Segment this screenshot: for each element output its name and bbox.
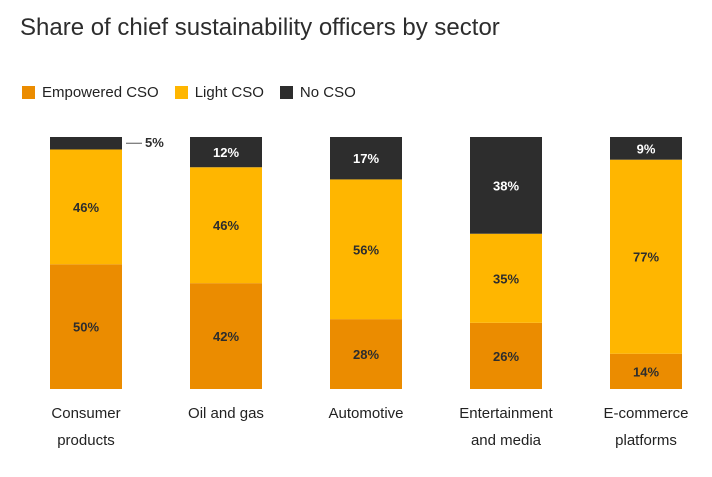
chart-title: Share of chief sustainability officers b… bbox=[20, 14, 500, 41]
data-label-consumer-products-no-cso: 5% bbox=[145, 135, 164, 150]
category-label-entertainment-and-media-line-2: and media bbox=[471, 432, 542, 449]
category-label-e-commerce-platforms-line-1: E-commerce bbox=[603, 405, 688, 422]
data-label-entertainment-and-media-light-cso: 35% bbox=[493, 271, 519, 286]
category-label-entertainment-and-media-line-1: Entertainment bbox=[459, 405, 553, 422]
data-label-oil-and-gas-light-cso: 46% bbox=[213, 218, 239, 233]
data-label-automotive-no-cso: 17% bbox=[353, 151, 379, 166]
legend-item-empowered-cso: Empowered CSO bbox=[22, 84, 159, 101]
data-label-e-commerce-platforms-light-cso: 77% bbox=[633, 250, 659, 265]
bar-segment-oil-and-gas-light-cso bbox=[190, 167, 262, 284]
category-label-automotive-line-1: Automotive bbox=[328, 405, 403, 422]
data-label-oil-and-gas-empowered-cso: 42% bbox=[213, 329, 239, 344]
bar-segment-consumer-products-light-cso bbox=[50, 149, 122, 265]
bar-segment-automotive-no-cso bbox=[330, 137, 402, 180]
bar-segment-entertainment-and-media-light-cso bbox=[470, 233, 542, 323]
legend-item-light-cso: Light CSO bbox=[174, 84, 264, 101]
data-label-automotive-empowered-cso: 28% bbox=[353, 347, 379, 362]
bar-segment-oil-and-gas-no-cso bbox=[190, 137, 262, 168]
legend-swatch-no-cso bbox=[279, 86, 293, 99]
bar-segment-automotive-empowered-cso bbox=[330, 319, 402, 389]
legend-label-no-cso: No CSO bbox=[299, 84, 356, 101]
legend-item-no-cso: No CSO bbox=[279, 84, 356, 101]
category-label-consumer-products-line-1: Consumer bbox=[51, 405, 120, 422]
bar-segment-e-commerce-platforms-light-cso bbox=[610, 159, 682, 354]
bar-segment-entertainment-and-media-empowered-cso bbox=[470, 322, 542, 389]
legend-label-empowered-cso: Empowered CSO bbox=[42, 84, 159, 101]
data-label-oil-and-gas-no-cso: 12% bbox=[213, 145, 239, 160]
legend: Empowered CSO Light CSO No CSO bbox=[22, 84, 372, 101]
legend-swatch-empowered-cso bbox=[22, 86, 35, 99]
bar-segment-consumer-products-no-cso bbox=[50, 137, 122, 150]
data-label-consumer-products-light-cso: 46% bbox=[73, 200, 99, 215]
bar-segment-e-commerce-platforms-no-cso bbox=[610, 137, 682, 160]
data-label-consumer-products-empowered-cso: 50% bbox=[73, 320, 99, 335]
bar-segment-automotive-light-cso bbox=[330, 179, 402, 320]
bar-segment-e-commerce-platforms-empowered-cso bbox=[610, 353, 682, 389]
bar-segment-consumer-products-empowered-cso bbox=[50, 264, 122, 389]
data-label-entertainment-and-media-no-cso: 38% bbox=[493, 178, 519, 193]
data-label-e-commerce-platforms-no-cso: 9% bbox=[637, 141, 656, 156]
legend-swatch-light-cso bbox=[174, 86, 188, 99]
bar-segment-oil-and-gas-empowered-cso bbox=[190, 283, 262, 389]
category-label-consumer-products-line-2: products bbox=[57, 432, 115, 449]
data-label-e-commerce-platforms-empowered-cso: 14% bbox=[633, 364, 659, 379]
data-label-entertainment-and-media-empowered-cso: 26% bbox=[493, 349, 519, 364]
category-label-oil-and-gas-line-1: Oil and gas bbox=[188, 405, 264, 422]
category-label-e-commerce-platforms-line-2: platforms bbox=[615, 432, 677, 449]
data-label-automotive-light-cso: 56% bbox=[353, 242, 379, 257]
bar-segment-entertainment-and-media-no-cso bbox=[470, 137, 542, 234]
legend-label-light-cso: Light CSO bbox=[194, 84, 264, 101]
